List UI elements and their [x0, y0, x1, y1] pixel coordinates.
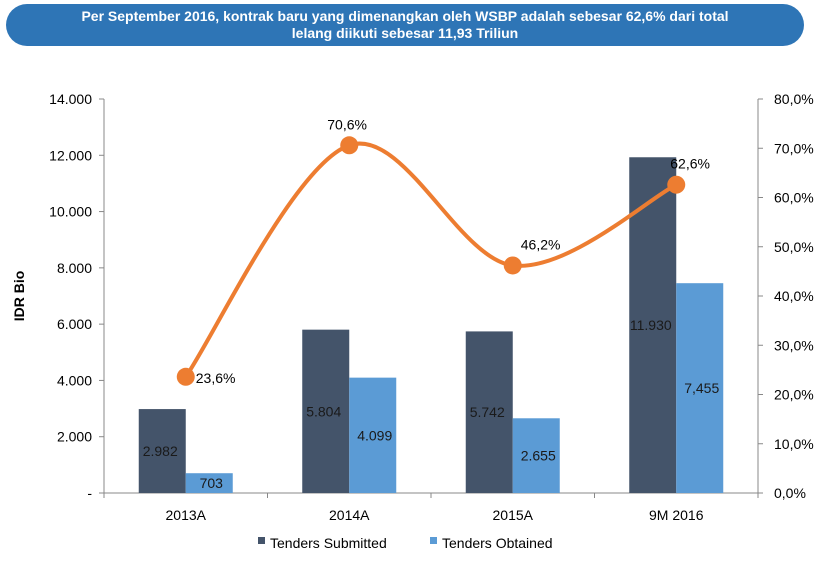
left-tick-label: 14.000 — [49, 91, 92, 107]
bar-tenders-obtained — [349, 377, 397, 493]
legend-label-submitted: Tenders Submitted — [270, 535, 387, 551]
title-banner: Per September 2016, kontrak baru yang di… — [6, 4, 804, 46]
x-tick-label: 2013A — [166, 507, 207, 523]
data-label-obtained: 703 — [200, 475, 224, 491]
right-tick-label: 80,0% — [774, 91, 814, 107]
line-marker — [503, 256, 522, 275]
right-tick-label: 20,0% — [774, 387, 814, 403]
acceptance-rate-line — [183, 141, 679, 379]
right-tick-label: 0,0% — [774, 485, 806, 501]
x-tick-label: 9M 2016 — [649, 507, 704, 523]
right-tick-label: 70,0% — [774, 140, 814, 156]
data-label-submitted: 11.930 — [630, 317, 672, 333]
line-marker — [340, 136, 359, 155]
bar-tenders-submitted — [302, 329, 350, 493]
line-marker — [176, 367, 195, 386]
left-tick-label: 4.000 — [57, 372, 92, 388]
x-tick-label: 2015A — [493, 507, 534, 523]
right-tick-label: 10,0% — [774, 436, 814, 452]
y-axis-title: IDR Bio — [11, 271, 27, 322]
banner-line-1: Per September 2016, kontrak baru yang di… — [81, 8, 729, 24]
left-tick-label: - — [87, 485, 92, 501]
x-tick-label: 2014A — [329, 507, 370, 523]
data-label-submitted: 2.982 — [143, 443, 178, 459]
bar-tenders-obtained — [676, 283, 724, 493]
left-tick-label: 10.000 — [49, 204, 92, 220]
left-tick-label: 2.000 — [57, 429, 92, 445]
right-tick-label: 60,0% — [774, 190, 814, 206]
line-data-label: 70,6% — [327, 116, 367, 132]
data-label-submitted: 5.742 — [470, 404, 505, 420]
left-tick-label: 6.000 — [57, 316, 92, 332]
data-label-obtained: 4.099 — [357, 427, 392, 443]
right-tick-label: 30,0% — [774, 337, 814, 353]
bar-tenders-obtained — [512, 418, 560, 493]
line-data-label: 46,2% — [521, 236, 561, 252]
legend-label-obtained: Tenders Obtained — [442, 535, 553, 551]
bar-tenders-obtained — [185, 473, 233, 493]
right-tick-label: 50,0% — [774, 239, 814, 255]
line-data-label: 23,6% — [196, 370, 236, 386]
left-tick-label: 8.000 — [57, 260, 92, 276]
legend-swatch-submitted — [258, 537, 265, 544]
data-label-submitted: 5.804 — [306, 403, 341, 419]
bar-tenders-submitted — [465, 331, 513, 493]
line-data-label: 62,6% — [670, 156, 710, 172]
left-tick-label: 12.000 — [49, 147, 92, 163]
data-label-obtained: 2.655 — [521, 448, 556, 464]
line-marker — [667, 175, 686, 194]
legend-swatch-obtained — [430, 537, 437, 544]
banner-line-2: lelang diikuti sebesar 11,93 Triliun — [291, 25, 519, 41]
right-tick-label: 40,0% — [774, 288, 814, 304]
data-label-obtained: 7,455 — [684, 380, 719, 396]
bar-tenders-submitted — [138, 409, 186, 493]
